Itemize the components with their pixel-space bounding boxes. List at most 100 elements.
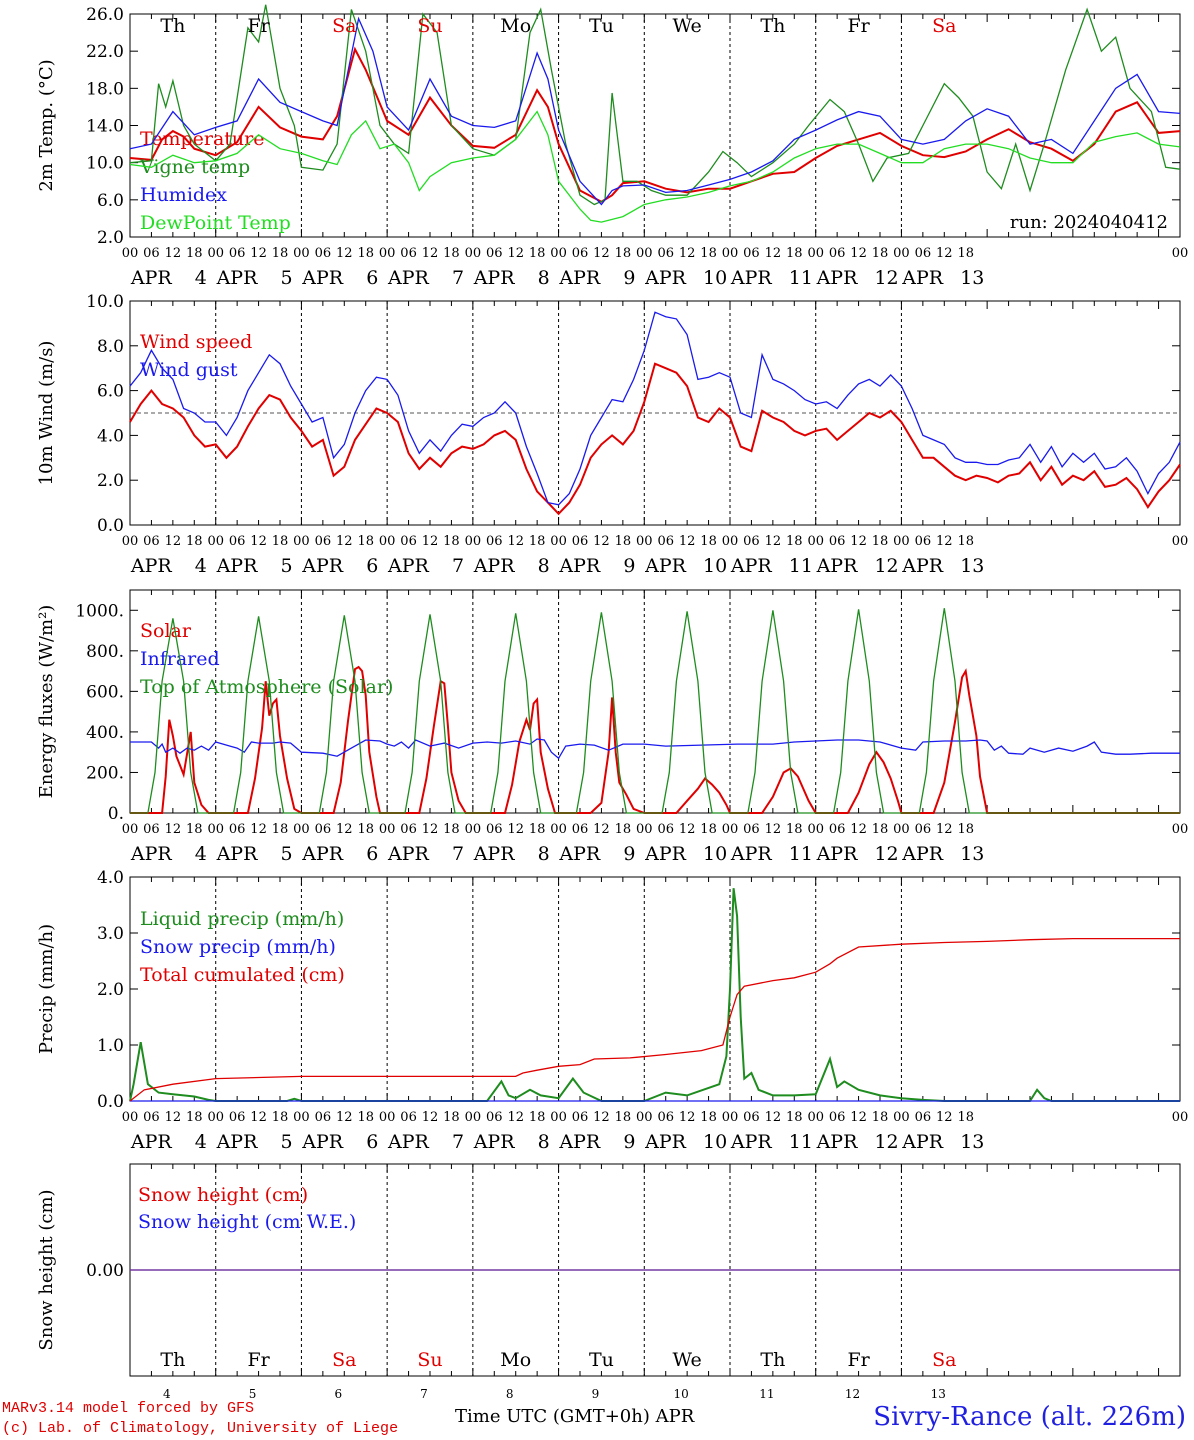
date-label-month: APR xyxy=(816,555,859,577)
hour-tick-label: 18 xyxy=(357,534,374,549)
hour-tick-label: 00 xyxy=(465,822,482,837)
hour-tick-label: 18 xyxy=(615,1110,632,1125)
y-axis-label: Energy fluxes (W/m²) xyxy=(36,605,57,799)
dow-label-bottom: We xyxy=(673,1349,702,1371)
hour-tick-label: 06 xyxy=(915,822,932,837)
dow-label-bottom: Mo xyxy=(500,1349,531,1371)
hour-tick-label: 00 xyxy=(636,1110,653,1125)
date-label-month: APR xyxy=(216,843,259,865)
hour-tick-label: 00 xyxy=(893,534,910,549)
hour-tick-label: 00 xyxy=(122,534,139,549)
date-label-day: 6 xyxy=(366,555,378,577)
hour-tick-label: 18 xyxy=(357,1110,374,1125)
date-label-day: 11 xyxy=(789,267,813,289)
y-tick-label: 10.0 xyxy=(86,292,124,312)
hour-tick-label: 18 xyxy=(186,822,203,837)
date-label-month: APR xyxy=(816,1131,859,1153)
dow-label-bottom: Th xyxy=(760,1349,785,1371)
hour-tick-label: 00 xyxy=(807,534,824,549)
date-label-month: APR xyxy=(473,555,516,577)
date-label-month: APR xyxy=(901,555,944,577)
hour-tick-label: 12 xyxy=(250,822,267,837)
date-label-month: APR xyxy=(730,267,773,289)
y-tick-label: 0.0 xyxy=(97,516,124,536)
hour-tick-label: 12 xyxy=(422,822,439,837)
hour-tick-label: 00 xyxy=(636,822,653,837)
hour-tick-label: 06 xyxy=(829,1110,846,1125)
hour-tick-label: 06 xyxy=(315,246,332,261)
x-title-text: Time UTC (GMT+0h) xyxy=(455,1406,650,1427)
series-line-wind-gust xyxy=(129,311,1181,506)
hour-tick-label: 00 xyxy=(207,246,224,261)
date-label-month: APR xyxy=(730,843,773,865)
y-tick-label: 0.0 xyxy=(97,1092,124,1112)
series-line-temperature xyxy=(129,46,1181,203)
legend-temperature: Temperature xyxy=(140,128,264,150)
hour-tick-label: 06 xyxy=(486,1110,503,1125)
hour-tick-label: 00 xyxy=(550,822,567,837)
hour-tick-label: 18 xyxy=(443,534,460,549)
hour-tick-label: 06 xyxy=(829,822,846,837)
hour-tick-label: 12 xyxy=(593,1110,610,1125)
date-label-day: 7 xyxy=(452,843,464,865)
hour-tick-label: 12 xyxy=(250,246,267,261)
date-label-day: 10 xyxy=(703,267,727,289)
date-label-day: 11 xyxy=(789,843,813,865)
hour-tick-label: 12 xyxy=(507,822,524,837)
hour-tick-label: 00 xyxy=(293,822,310,837)
date-label-month: APR xyxy=(644,555,687,577)
date-label-month: APR xyxy=(473,1131,516,1153)
date-label-bottom: 12 xyxy=(845,1387,860,1401)
y-tick-label: 1.0 xyxy=(97,1036,124,1056)
dow-label-bottom: Fr xyxy=(847,1349,870,1371)
date-label-day: 9 xyxy=(623,555,635,577)
hour-tick-label: 12 xyxy=(765,1110,782,1125)
dow-label-top: Fr xyxy=(847,15,870,37)
y-tick-label: 4.0 xyxy=(97,426,124,446)
hour-tick-label: 00 xyxy=(465,246,482,261)
legend-vigne-temp: Vigne temp xyxy=(139,156,250,178)
date-label-month: APR xyxy=(301,1131,344,1153)
hour-tick-label: 18 xyxy=(357,246,374,261)
hour-tick-label: 06 xyxy=(657,246,674,261)
legend-wind-gust: Wind gust xyxy=(140,359,238,381)
dow-label-top: Fr xyxy=(247,15,270,37)
date-label-day: 7 xyxy=(452,555,464,577)
hour-tick-label: 00 xyxy=(807,822,824,837)
hour-tick-label: 18 xyxy=(700,246,717,261)
credit-lab: (c) Lab. of Climatology, University of L… xyxy=(2,1420,399,1437)
hour-tick-label: 06 xyxy=(486,822,503,837)
hour-tick-label: 00 xyxy=(293,534,310,549)
hour-tick-label: 06 xyxy=(572,1110,589,1125)
hour-tick-label: 06 xyxy=(743,1110,760,1125)
legend-snow-height-cm-: Snow height (cm) xyxy=(138,1184,308,1206)
hour-tick-label: 12 xyxy=(593,246,610,261)
hour-tick-label: 06 xyxy=(572,822,589,837)
hour-tick-label: 00 xyxy=(722,246,739,261)
credit-model: MARv3.14 model forced by GFS xyxy=(2,1400,255,1417)
legend-dewpoint-temp: DewPoint Temp xyxy=(140,212,291,234)
dow-label-top: Sa xyxy=(332,15,356,37)
y-tick-label: 200. xyxy=(86,763,124,783)
hour-tick-label: 00 xyxy=(379,246,396,261)
hour-tick-label: 00 xyxy=(379,534,396,549)
hour-tick-label: 12 xyxy=(850,1110,867,1125)
x-title-month: APR xyxy=(655,1406,695,1427)
run-label: run: 2024040412 xyxy=(1010,212,1168,233)
hour-tick-label: 06 xyxy=(229,822,246,837)
hour-tick-label: 12 xyxy=(679,534,696,549)
date-label-month: APR xyxy=(558,267,601,289)
hour-tick-label: 00 xyxy=(636,534,653,549)
date-label-month: APR xyxy=(816,267,859,289)
hour-tick-label: 00 xyxy=(636,246,653,261)
hour-tick-label: 00 xyxy=(379,1110,396,1125)
dow-label-top: Mo xyxy=(500,15,531,37)
date-label-bottom: 5 xyxy=(249,1387,257,1401)
hour-tick-label: 00 xyxy=(550,1110,567,1125)
date-label-day: 9 xyxy=(623,267,635,289)
hour-tick-label: 18 xyxy=(786,246,803,261)
hour-tick-label: 18 xyxy=(700,1110,717,1125)
hour-tick-label: 06 xyxy=(915,534,932,549)
hour-tick-label: 18 xyxy=(186,246,203,261)
hour-tick-label: 00 xyxy=(893,246,910,261)
